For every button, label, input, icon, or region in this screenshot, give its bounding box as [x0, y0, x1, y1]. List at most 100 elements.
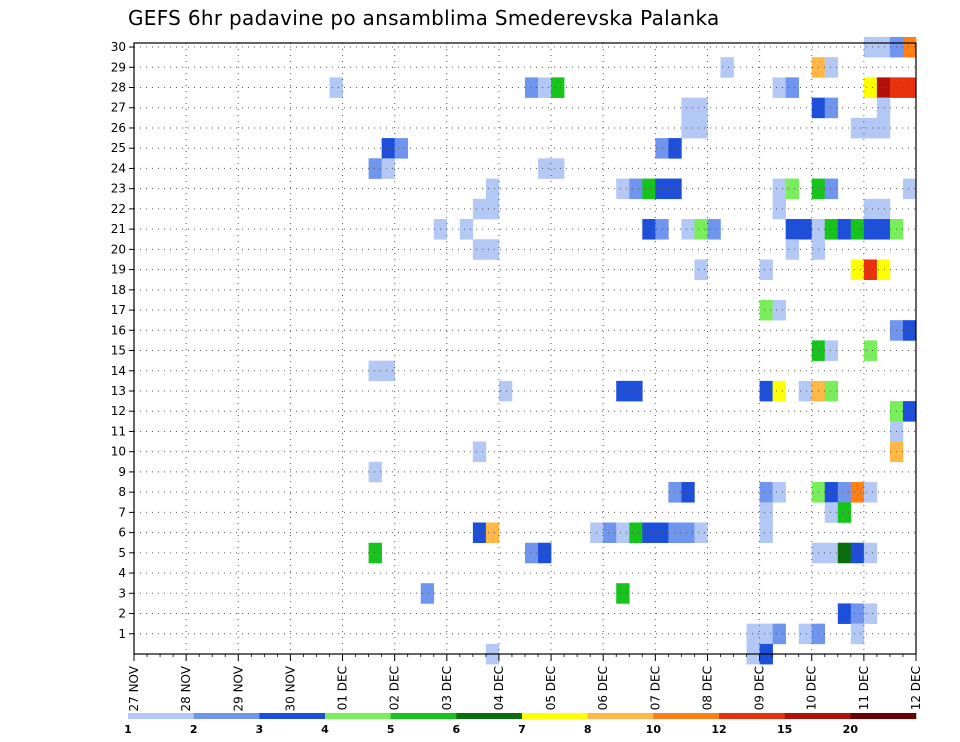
colorbar-label: 5 — [387, 723, 395, 736]
heat-cell — [616, 522, 630, 544]
x-tick-label: 27 NOV — [127, 665, 141, 711]
heat-cell — [381, 138, 395, 159]
heat-cell — [655, 219, 669, 240]
heat-cell — [746, 623, 760, 645]
heat-cell — [785, 178, 799, 200]
heat-cell — [616, 178, 630, 200]
heat-cell — [681, 117, 695, 139]
y-tick-label: 10 — [111, 445, 126, 459]
heat-cell — [485, 239, 500, 260]
heat-cell — [681, 97, 695, 119]
heat-cell — [694, 219, 708, 240]
x-tick-label: 08 DEC — [700, 666, 714, 710]
heat-cell — [329, 77, 343, 98]
y-tick-label: 29 — [111, 60, 126, 74]
heat-cell — [655, 138, 669, 159]
heat-cell — [707, 219, 721, 240]
y-tick-label: 2 — [118, 607, 126, 621]
heat-cell — [368, 158, 382, 179]
heat-cell — [772, 623, 786, 645]
colorbar-swatch — [653, 713, 720, 719]
heat-cell — [629, 522, 643, 544]
heat-cell — [850, 117, 865, 139]
heat-cell — [863, 340, 878, 361]
heat-cell — [850, 623, 865, 645]
heat-cell — [824, 340, 839, 361]
heat-cell — [525, 77, 539, 98]
heat-cell — [681, 522, 695, 544]
heat-cell — [863, 77, 878, 98]
colorbar-label: 12 — [711, 723, 726, 736]
colorbar-swatch — [784, 713, 851, 719]
heat-cell — [694, 522, 708, 544]
x-tick-label: 07 DEC — [648, 666, 662, 710]
heat-cell — [551, 158, 565, 179]
heat-cell — [863, 259, 878, 281]
y-tick-label: 22 — [111, 202, 126, 216]
heat-cell — [837, 603, 852, 624]
heat-cell — [668, 482, 682, 503]
heat-cell — [902, 320, 917, 341]
y-tick-label: 16 — [111, 323, 126, 337]
heat-cell — [472, 522, 487, 544]
colorbar-swatch — [719, 713, 785, 719]
colorbar-label: 4 — [321, 723, 329, 736]
heat-cell — [850, 219, 865, 240]
heat-cell — [902, 36, 917, 58]
heat-cell — [368, 461, 382, 483]
heat-cell — [798, 623, 813, 645]
heat-cell — [629, 380, 643, 402]
x-tick-label: 06 DEC — [596, 666, 610, 710]
heat-cell — [876, 77, 891, 98]
heat-cell — [876, 259, 891, 281]
heat-cell — [824, 178, 839, 200]
heat-cell — [668, 138, 682, 159]
colorbar-swatch — [193, 713, 260, 719]
colorbar-label: 1 — [124, 723, 132, 736]
x-tick-label: 02 DEC — [388, 666, 402, 710]
heat-cell — [629, 178, 643, 200]
heat-cell — [772, 299, 786, 321]
y-tick-label: 23 — [111, 182, 126, 196]
x-tick-label: 28 NOV — [179, 665, 193, 711]
y-tick-label: 1 — [118, 627, 126, 641]
heat-cell — [394, 138, 408, 159]
heat-cell — [850, 542, 865, 564]
heat-cell — [420, 583, 435, 604]
heat-cell — [694, 97, 708, 119]
colorbar-swatch — [259, 713, 326, 719]
heat-cell — [824, 542, 839, 564]
colorbar-swatch — [325, 713, 391, 719]
heat-cell — [538, 542, 552, 564]
heat-cell — [837, 219, 852, 240]
x-tick-label: 30 NOV — [283, 665, 297, 711]
y-tick-label: 15 — [111, 344, 126, 358]
y-tick-label: 5 — [118, 546, 126, 560]
heat-cell — [681, 482, 695, 503]
heat-cell — [798, 380, 813, 402]
y-tick-label: 14 — [111, 364, 126, 378]
heat-cell — [759, 259, 773, 281]
x-tick-label: 04 DEC — [492, 666, 506, 710]
x-tick-label: 11 DEC — [857, 666, 871, 710]
colorbar-label: 8 — [584, 723, 592, 736]
heat-cell — [876, 97, 891, 119]
x-tick-label: 05 DEC — [544, 666, 558, 710]
heat-cell — [785, 239, 799, 260]
heat-cell — [863, 219, 878, 240]
y-tick-label: 4 — [118, 566, 126, 580]
y-tick-label: 3 — [118, 586, 126, 600]
y-tick-label: 28 — [111, 81, 126, 95]
heat-cell — [472, 441, 487, 463]
heat-cell — [902, 401, 917, 422]
heat-cell — [876, 117, 891, 139]
x-tick-label: 01 DEC — [336, 666, 350, 710]
heat-cell — [655, 522, 669, 544]
heat-cell — [368, 542, 382, 564]
grid-layer — [133, 42, 917, 655]
heat-cell — [759, 522, 773, 544]
heat-cell — [381, 360, 395, 382]
heat-cell — [902, 178, 917, 200]
heat-cell — [668, 178, 682, 200]
